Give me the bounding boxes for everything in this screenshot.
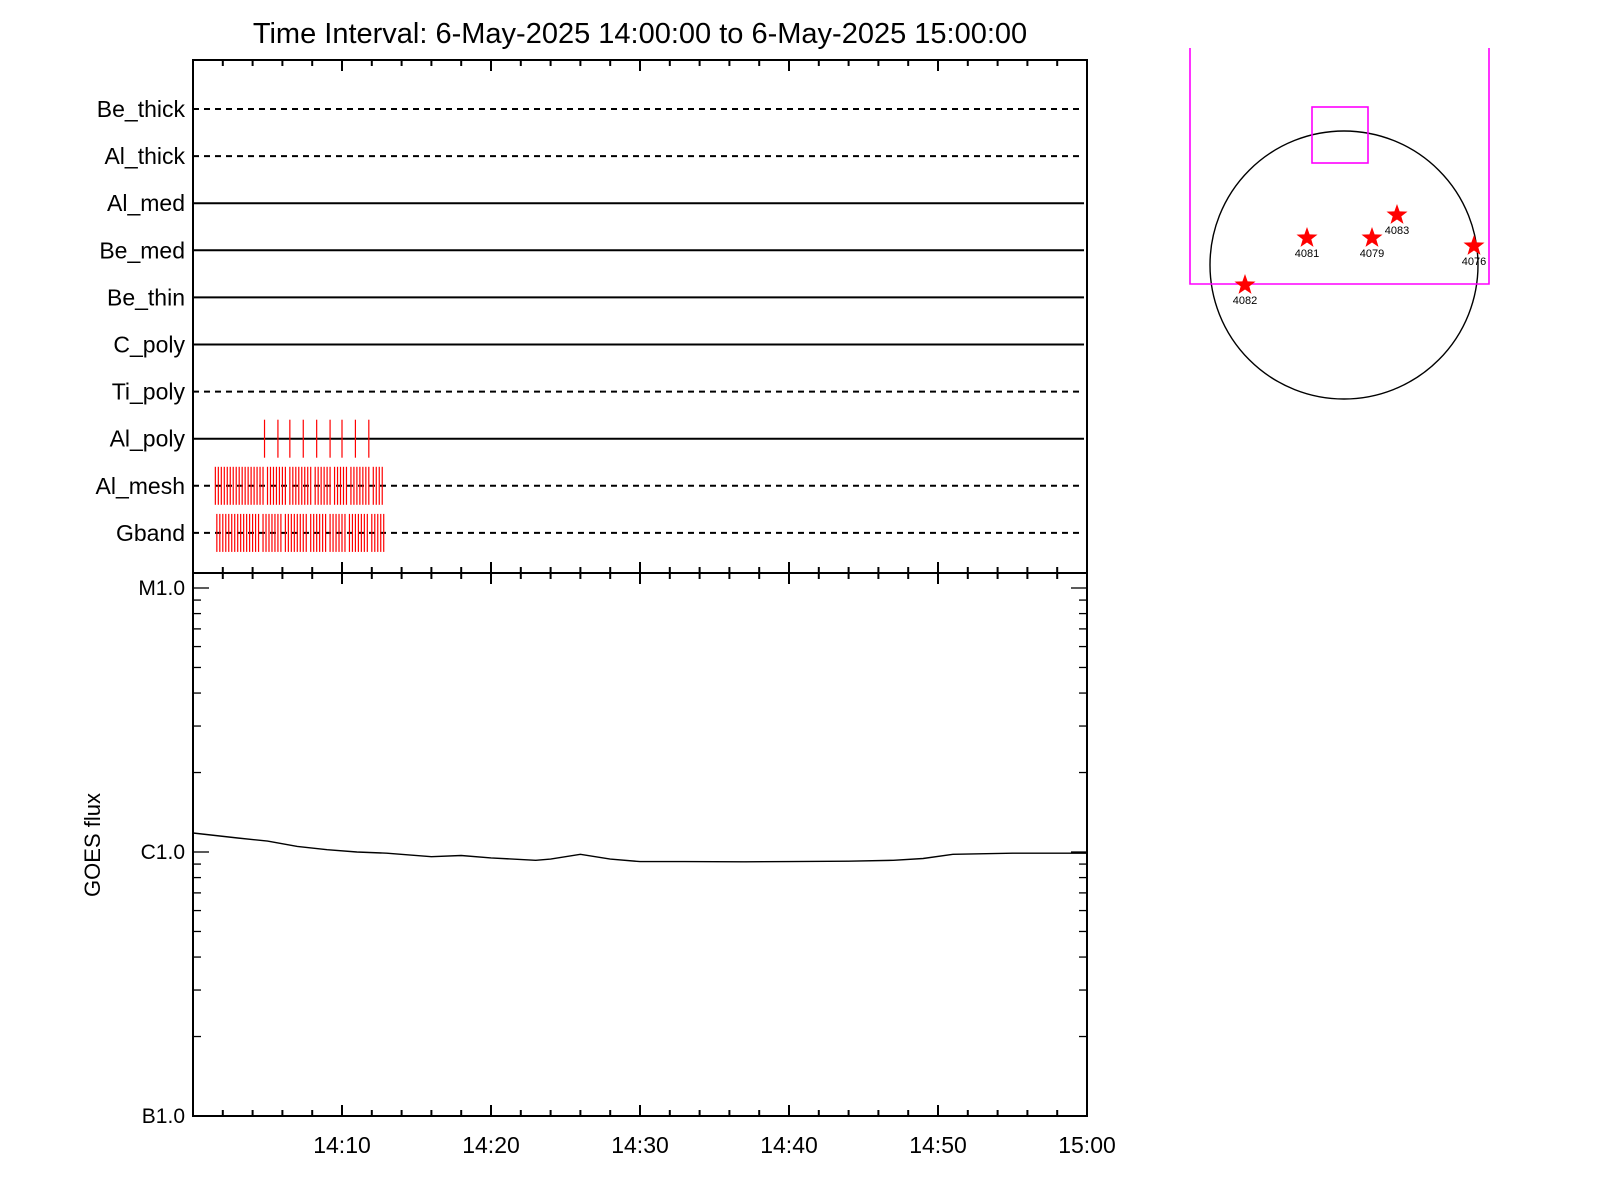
goes-flux-panel: B1.0 C1.0 M1.0 14:10 14:20 14:30 14:40 14:50 15… [80,572,1116,1158]
goes-y-tick-labels: B1.0 C1.0 M1.0 [138,577,185,1128]
active-region-label: 4076 [1462,256,1486,268]
goes-y-axis-label: GOES flux [80,793,105,897]
active-region-star-icon [1296,227,1318,247]
timeline-channels: Be_thick Al_thick Al_med Be_med Be_thin C_pol… [96,96,1084,552]
active-region-label: 4081 [1295,248,1319,260]
active-region-star-icon [1386,204,1408,224]
goes-x-tick-label: 15:00 [1058,1132,1116,1158]
active-region-label: 4083 [1385,225,1409,237]
channel-label-al_med: Al_med [107,190,185,216]
goes-y-tick-label: C1.0 [141,841,185,864]
active-region-star-icon [1234,274,1256,294]
channel-label-be_med: Be_med [99,237,185,263]
instrument-subfield-box [1311,106,1369,164]
active-region-star-icon [1361,227,1383,247]
solar-disk-limb [1209,130,1479,400]
goes-flux-line [192,832,1087,863]
channel-label-ti_poly: Ti_poly [112,379,186,405]
active-region-star-icon [1463,235,1485,255]
goes-ticks [192,573,1088,1117]
goes-x-tick-label: 14:30 [611,1132,669,1158]
channel-label-al_mesh: Al_mesh [96,473,185,499]
channel-label-gband: Gband [116,520,185,546]
channel-label-be_thick: Be_thick [97,96,186,122]
event-timeline-panel: Be_thick Al_thick Al_med Be_med Be_thin C_pol… [96,59,1088,574]
goes-x-tick-label: 14:50 [909,1132,967,1158]
channel-label-al_poly: Al_poly [110,426,186,452]
active-region-label: 4079 [1360,248,1384,260]
instrument-fov-outline [1189,48,1490,285]
channel-label-c_poly: C_poly [113,332,185,358]
goes-x-tick-label: 14:10 [313,1132,371,1158]
goes-frame [192,572,1088,1117]
timeline-ticks [192,60,1088,573]
channel-label-al_thick: Al_thick [104,143,185,169]
goes-y-tick-label: M1.0 [138,577,185,600]
chart-title: Time Interval: 6-May-2025 14:00:00 to 6-… [253,18,1027,50]
channel-label-be_thin: Be_thin [107,284,185,310]
goes-x-tick-label: 14:40 [760,1132,818,1158]
active-region-label: 4082 [1233,295,1257,307]
goes-y-tick-label: B1.0 [142,1105,185,1128]
goes-x-tick-labels: 14:10 14:20 14:30 14:40 14:50 15:00 [313,1132,1116,1158]
goes-x-tick-label: 14:20 [462,1132,520,1158]
